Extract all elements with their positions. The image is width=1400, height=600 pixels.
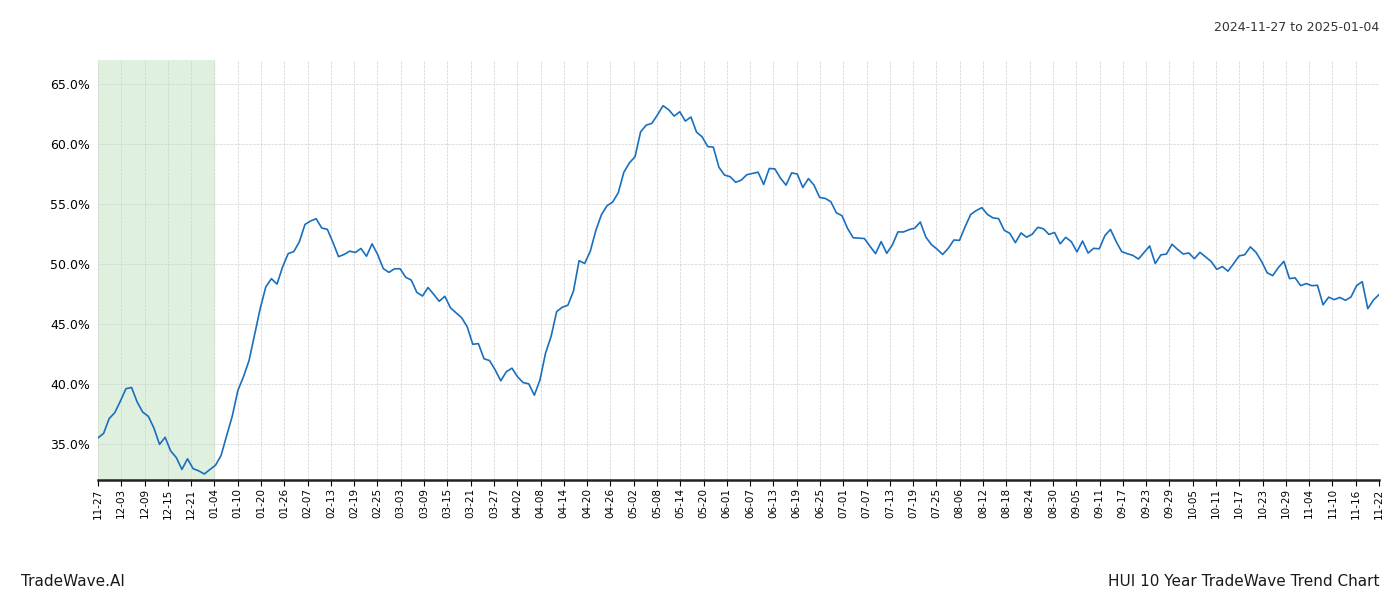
Text: 2024-11-27 to 2025-01-04: 2024-11-27 to 2025-01-04 [1214,21,1379,34]
Text: TradeWave.AI: TradeWave.AI [21,574,125,589]
Text: HUI 10 Year TradeWave Trend Chart: HUI 10 Year TradeWave Trend Chart [1107,574,1379,589]
Bar [98,60,214,480]
